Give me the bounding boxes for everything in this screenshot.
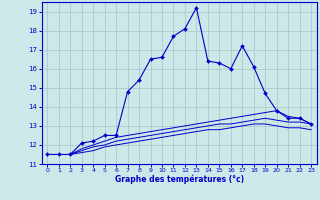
X-axis label: Graphe des températures (°c): Graphe des températures (°c) <box>115 175 244 184</box>
